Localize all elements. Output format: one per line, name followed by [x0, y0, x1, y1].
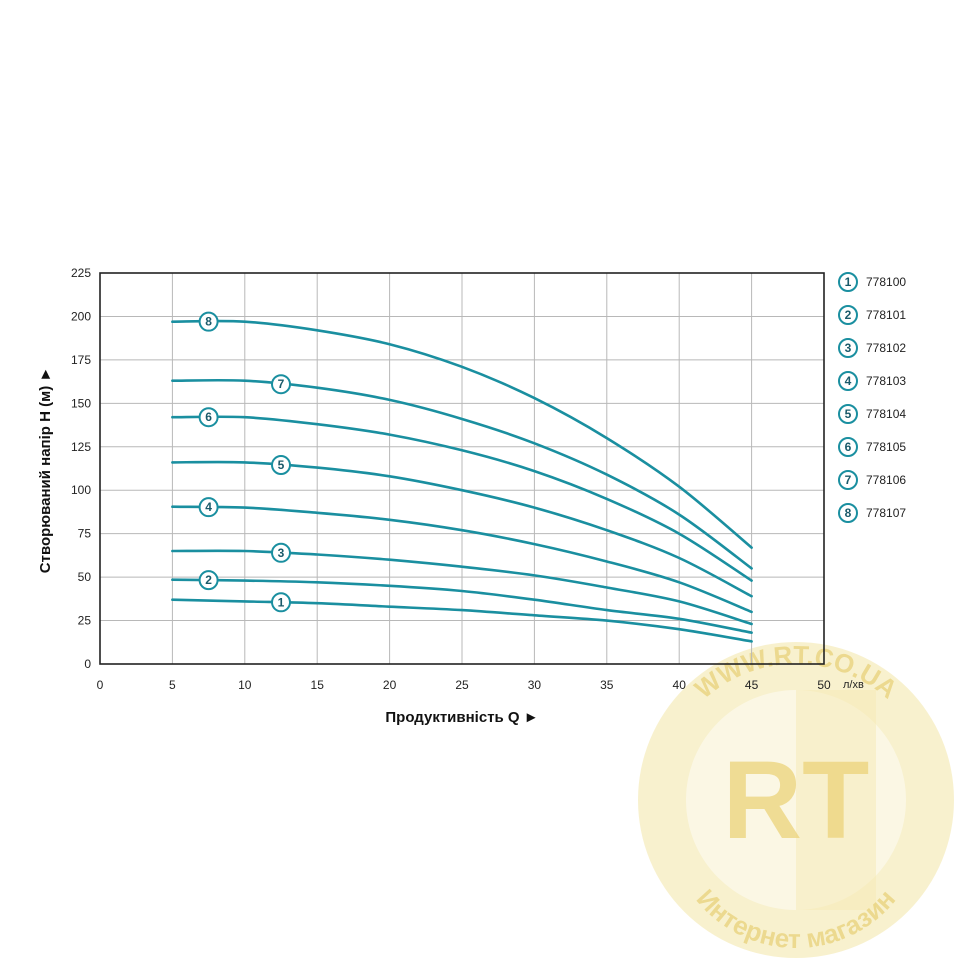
series-badge-number: 3: [278, 546, 285, 560]
x-axis-title: Продуктивність Q ►: [385, 709, 538, 726]
y-tick-label: 25: [78, 614, 92, 628]
y-tick-label: 100: [71, 483, 91, 497]
y-axis-title: Створюваний напір H (м) ►: [37, 367, 54, 573]
legend-item-2: 2 778101: [838, 305, 906, 325]
series-badge-7: 7: [271, 374, 291, 395]
x-unit-label: л/хв: [843, 679, 864, 691]
series-badge-circle: [198, 407, 219, 428]
series-badge-3: 3: [271, 542, 291, 563]
x-tick-label: 0: [97, 678, 104, 692]
legend-item-5: 5 778104: [838, 404, 906, 424]
legend-item-8: 8 778107: [838, 503, 906, 523]
series-badge-circle: [198, 570, 219, 591]
y-tick-label: 150: [71, 396, 91, 410]
y-tick-label: 50: [78, 570, 92, 584]
legend-badge-circle: [838, 437, 858, 457]
series-line-3: [171, 549, 753, 626]
legend-item-3: 3 778102: [838, 338, 906, 358]
legend-badge-circle: [838, 338, 858, 358]
legend-model-code: 778100: [866, 275, 906, 289]
y-tick-label: 225: [71, 266, 91, 280]
series-badge-number: 2: [205, 573, 212, 587]
watermark: WWW.RT.CO.UA RT Интернет магазин: [638, 640, 954, 958]
legend-badge-circle: [838, 470, 858, 490]
x-tick-label: 40: [673, 678, 687, 692]
series-badge-circle: [271, 542, 291, 563]
series-badge-number: 4: [205, 500, 212, 514]
legend-badge-circle: [838, 305, 858, 325]
series-badge-number: 5: [278, 458, 285, 472]
series-badge-4: 4: [198, 497, 219, 518]
legend-model-code: 778105: [866, 440, 906, 454]
series-badge-number: 6: [205, 410, 212, 424]
plot-frame: [99, 272, 825, 665]
series-badge-6: 6: [198, 407, 219, 428]
watermark-logo: RT: [723, 739, 870, 862]
legend-badge-number: 5: [845, 407, 852, 421]
series-line-4: [171, 505, 753, 614]
y-tick-label: 200: [71, 309, 91, 323]
series-badge-number: 7: [278, 377, 285, 391]
series-line-5: [171, 460, 753, 598]
series-badge-circle: [198, 311, 219, 332]
series-badge-number: 8: [205, 315, 212, 329]
series-line-2: [171, 578, 753, 634]
series-line-7: [171, 378, 753, 570]
legend-model-code: 778103: [866, 374, 906, 388]
legend-model-code: 778104: [866, 407, 906, 421]
legend-item-7: 7 778106: [838, 470, 906, 490]
series-badge-circle: [271, 455, 291, 476]
legend-badge-number: 3: [845, 341, 852, 355]
legend-badge-circle: [838, 503, 858, 523]
y-tick-label: 0: [84, 657, 91, 671]
series-badge-number: 1: [278, 595, 285, 609]
series-line-8: [171, 319, 753, 549]
series-badge-circle: [198, 497, 219, 518]
x-tick-label: 10: [238, 678, 252, 692]
x-tick-label: 35: [600, 678, 614, 692]
x-tick-label: 5: [169, 678, 176, 692]
series-badge-2: 2: [198, 570, 219, 591]
series-badge-8: 8: [198, 311, 219, 332]
legend-badge-number: 1: [845, 275, 852, 289]
series-badges: 1 2 3 4 5 6 7 8: [198, 311, 291, 613]
legend-model-code: 778107: [866, 506, 906, 520]
series-lines: [171, 319, 753, 643]
series-line-6: [171, 415, 753, 582]
grid: [100, 273, 824, 664]
x-tick-label: 50: [817, 678, 831, 692]
legend-model-code: 778102: [866, 341, 906, 355]
legend-model-code: 778106: [866, 473, 906, 487]
y-tick-label: 75: [78, 527, 92, 541]
series-line-1: [171, 598, 753, 643]
x-tick-label: 15: [311, 678, 325, 692]
x-tick-label: 25: [455, 678, 469, 692]
x-tick-label: 20: [383, 678, 397, 692]
legend-badge-number: 8: [845, 506, 852, 520]
legend: 1 778100 2 778101 3 778102 4 778103 5 778104 6 7781…: [838, 272, 906, 523]
legend-badge-number: 6: [845, 440, 852, 454]
series-badge-circle: [271, 374, 291, 395]
y-tick-label: 175: [71, 353, 91, 367]
legend-item-4: 4 778103: [838, 371, 906, 391]
watermark-half-band: [796, 690, 876, 910]
axis-ticks: 0 5 10 15 20 25 30 35 40 45 5002550751001251501752…: [71, 266, 831, 692]
x-tick-label: 45: [745, 678, 759, 692]
legend-badge-circle: [838, 404, 858, 424]
legend-badge-number: 2: [845, 308, 852, 322]
legend-badge-number: 7: [845, 473, 852, 487]
legend-model-code: 778101: [866, 308, 906, 322]
y-tick-label: 125: [71, 440, 91, 454]
series-badge-circle: [271, 592, 291, 613]
series-badge-5: 5: [271, 455, 291, 476]
legend-badge-number: 4: [845, 374, 852, 388]
x-tick-label: 30: [528, 678, 542, 692]
legend-badge-circle: [838, 272, 858, 292]
legend-item-1: 1 778100: [838, 272, 906, 292]
legend-item-6: 6 778105: [838, 437, 906, 457]
series-badge-1: 1: [271, 592, 291, 613]
legend-badge-circle: [838, 371, 858, 391]
